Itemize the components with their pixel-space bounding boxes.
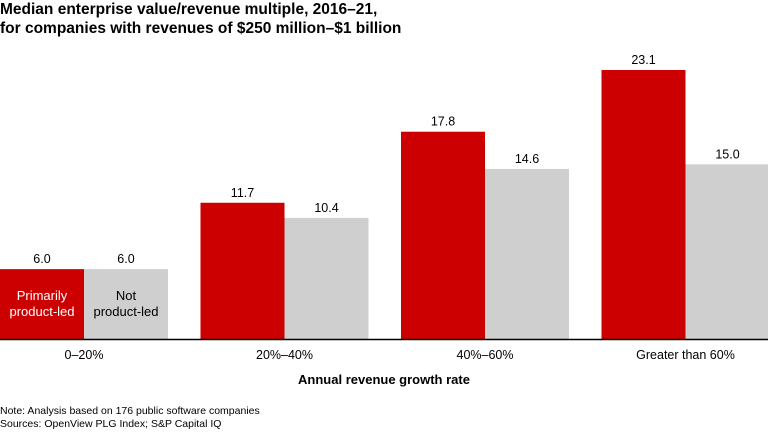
bar-product-led-2 bbox=[401, 131, 485, 339]
data-label: 11.7 bbox=[231, 186, 254, 200]
sources-text: Sources: OpenView PLG Index; S&P Capital… bbox=[0, 418, 221, 430]
legend-label: product-led bbox=[93, 304, 158, 319]
legend-label: Primarily bbox=[17, 288, 68, 303]
bar-not-product-led-0 bbox=[84, 269, 168, 339]
data-label: 23.1 bbox=[631, 53, 655, 67]
data-label: 14.6 bbox=[515, 152, 539, 166]
x-tick-label: 0–20% bbox=[65, 348, 104, 362]
bar-product-led-0 bbox=[0, 269, 84, 339]
legend-label: product-led bbox=[9, 304, 74, 319]
bar-not-product-led-3 bbox=[685, 164, 768, 339]
x-tick-label: 20%–40% bbox=[256, 348, 313, 362]
data-label: 17.8 bbox=[431, 115, 455, 129]
data-label: 6.0 bbox=[33, 252, 50, 266]
note-text: Note: Analysis based on 176 public softw… bbox=[0, 405, 260, 417]
legend-label: Not bbox=[116, 288, 137, 303]
data-label: 10.4 bbox=[314, 201, 338, 215]
x-axis-label: Annual revenue growth rate bbox=[298, 372, 470, 387]
chart-title-line-1: Median enterprise value/revenue multiple… bbox=[0, 1, 377, 18]
bar-not-product-led-2 bbox=[485, 168, 569, 339]
x-tick-label: Greater than 60% bbox=[636, 348, 735, 362]
data-label: 6.0 bbox=[117, 252, 134, 266]
bar-product-led-1 bbox=[200, 202, 285, 339]
data-label: 15.0 bbox=[715, 147, 739, 161]
chart-title-line-2: for companies with revenues of $250 mill… bbox=[0, 20, 401, 37]
x-tick-label: 40%–60% bbox=[457, 348, 514, 362]
bar-product-led-3 bbox=[601, 70, 686, 339]
bar-not-product-led-1 bbox=[284, 217, 369, 339]
